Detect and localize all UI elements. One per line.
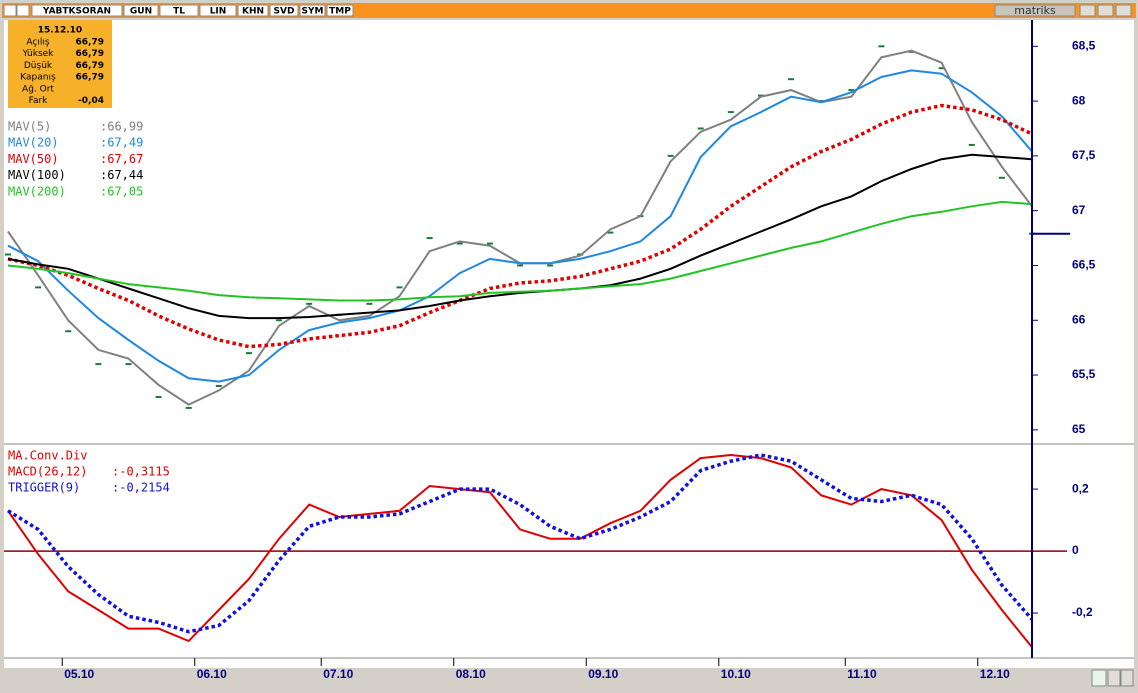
legend-name: MAV(50) bbox=[8, 152, 59, 166]
legend-value: :67,05 bbox=[100, 184, 143, 198]
info-value: 66,79 bbox=[76, 61, 104, 71]
tab[interactable] bbox=[326, 4, 354, 17]
info-value: 66,79 bbox=[76, 38, 104, 48]
x-tick-label: 11.10 bbox=[847, 667, 877, 681]
legend-value: :-0,2154 bbox=[112, 481, 170, 495]
tab[interactable] bbox=[269, 4, 299, 17]
x-tick-label: 07.10 bbox=[323, 667, 353, 681]
legend-name: MACD(26,12) bbox=[8, 465, 87, 479]
scroll-left[interactable] bbox=[1107, 669, 1121, 687]
series-line bbox=[7, 453, 1034, 634]
icon[interactable] bbox=[3, 4, 17, 17]
tab[interactable] bbox=[159, 4, 199, 17]
info-label: Düşük bbox=[24, 61, 53, 71]
brand: matriks bbox=[1014, 4, 1056, 17]
legend-value: :67,44 bbox=[100, 168, 143, 182]
info-label: Ağ. Ort bbox=[22, 84, 54, 94]
info-label: Fark bbox=[29, 96, 49, 106]
tab[interactable] bbox=[199, 4, 237, 17]
info-date: 15.12.10 bbox=[38, 26, 82, 36]
tab[interactable] bbox=[299, 4, 326, 17]
series-line bbox=[7, 200, 1033, 302]
tab-label: GUN bbox=[130, 7, 152, 17]
info-value: 66,79 bbox=[76, 73, 104, 83]
y-tick-label: 66,5 bbox=[1072, 258, 1096, 272]
y-tick-label: 65,5 bbox=[1072, 367, 1096, 381]
tab-label: TMP bbox=[329, 7, 351, 17]
legend-value: :67,67 bbox=[100, 152, 143, 166]
tab[interactable] bbox=[31, 4, 123, 17]
brand-box bbox=[994, 4, 1076, 17]
x-tick-label: 10.10 bbox=[721, 667, 751, 681]
info-label: Yüksek bbox=[22, 49, 55, 59]
tab-label: SYM bbox=[302, 7, 324, 17]
tab-label: LIN bbox=[210, 7, 227, 17]
scroll-right[interactable] bbox=[1120, 669, 1134, 687]
tab[interactable] bbox=[237, 4, 269, 17]
scrollbar bbox=[4, 668, 1134, 690]
x-tick-label: 06.10 bbox=[197, 667, 227, 681]
series-line bbox=[7, 103, 1033, 349]
legend-name: TRIGGER(9) bbox=[8, 481, 80, 495]
plot-background bbox=[4, 20, 1134, 668]
info-box bbox=[8, 20, 112, 108]
x-tick-label: 12.10 bbox=[980, 667, 1010, 681]
y-tick-label: 0,2 bbox=[1072, 481, 1089, 495]
tab-label: KHN bbox=[242, 7, 264, 17]
info-label: Kapanış bbox=[20, 73, 56, 83]
tab-label: TL bbox=[173, 7, 185, 17]
series-line bbox=[7, 153, 1033, 320]
close-button[interactable] bbox=[1115, 4, 1132, 17]
info-value: -0,04 bbox=[78, 96, 104, 106]
info-label: Açılış bbox=[26, 38, 49, 48]
refresh-button[interactable] bbox=[1091, 669, 1107, 687]
tab-label: SVD bbox=[274, 7, 295, 17]
info-value: 66,79 bbox=[76, 49, 104, 59]
tab[interactable] bbox=[123, 4, 159, 17]
tab-label: YABTKSORAN bbox=[42, 7, 111, 17]
y-tick-label: 68,5 bbox=[1072, 38, 1096, 52]
legend-name: MAV(200) bbox=[8, 184, 66, 198]
panel-title: MA.Conv.Div bbox=[8, 449, 87, 463]
y-tick-label: 66 bbox=[1072, 312, 1086, 326]
x-tick-label: 05.10 bbox=[64, 667, 94, 681]
x-tick-label: 08.10 bbox=[456, 667, 486, 681]
y-tick-label: 67,5 bbox=[1072, 148, 1096, 162]
y-tick-label: 65 bbox=[1072, 422, 1086, 436]
legend-value: :-0,3115 bbox=[112, 465, 170, 479]
series-line bbox=[7, 69, 1033, 383]
y-tick-label: -0,2 bbox=[1072, 605, 1093, 619]
legend-name: MAV(20) bbox=[8, 136, 59, 150]
legend-name: MAV(100) bbox=[8, 168, 66, 182]
y-tick-label: 67 bbox=[1072, 203, 1086, 217]
minimize-button[interactable] bbox=[1079, 4, 1096, 17]
icon[interactable] bbox=[16, 4, 30, 17]
x-tick-label: 09.10 bbox=[588, 667, 618, 681]
y-tick-label: 0 bbox=[1072, 543, 1079, 557]
legend-value: :66,99 bbox=[100, 120, 143, 134]
legend-value: :67,49 bbox=[100, 136, 143, 150]
maximize-button[interactable] bbox=[1097, 4, 1114, 17]
y-tick-label: 68 bbox=[1072, 93, 1086, 107]
legend-name: MAV(5) bbox=[8, 120, 51, 134]
